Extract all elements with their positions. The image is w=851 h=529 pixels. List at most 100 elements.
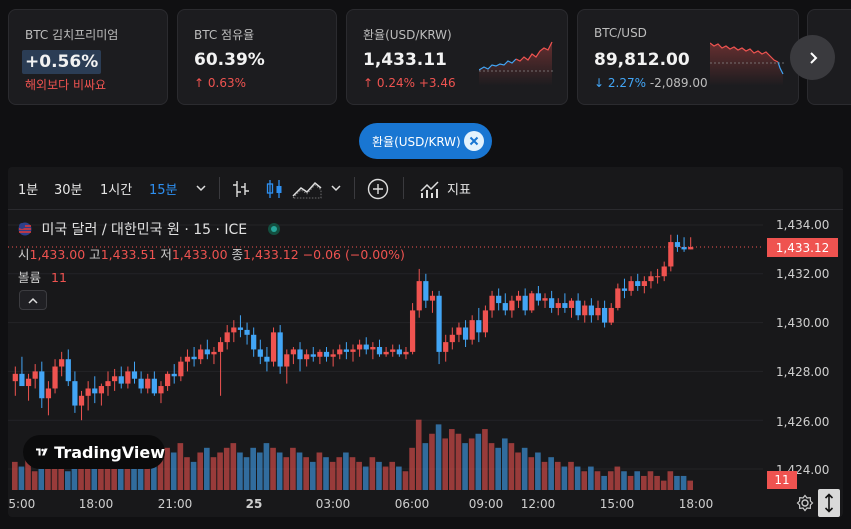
candle-body [270, 332, 277, 362]
candle-style-icon[interactable] [265, 179, 285, 199]
volume-bar [184, 457, 190, 490]
price-plot[interactable] [8, 210, 843, 490]
indicators-icon[interactable] [419, 178, 441, 200]
candle-body [330, 354, 336, 357]
interval-30m[interactable]: 30분 [54, 183, 83, 198]
candle-body [409, 310, 416, 352]
volume-bar [501, 438, 508, 490]
interval-1m[interactable]: 1분 [18, 183, 39, 198]
volume-bar [117, 466, 124, 490]
volume-bar [415, 419, 422, 490]
volume-bar [296, 452, 303, 490]
candle-body [608, 307, 614, 323]
candle-body [496, 295, 502, 304]
volume-bar [515, 452, 521, 490]
volume-bar [528, 457, 535, 490]
time-tick: 06:00 [394, 497, 430, 511]
card-btc-dominance[interactable]: BTC 점유율 60.39% ↑ 0.63% [177, 9, 337, 105]
candle-body [443, 342, 449, 352]
card-change-value: 2.27% [607, 76, 647, 90]
volume-bar [462, 443, 468, 490]
sparkline [479, 41, 553, 86]
candle-body [317, 351, 323, 357]
collapse-legend-button[interactable] [19, 290, 47, 310]
candle-body [535, 293, 542, 301]
volume-bar [508, 443, 515, 490]
volume-bar [389, 461, 396, 490]
close-icon [469, 136, 479, 146]
candle-body [118, 376, 124, 384]
next-cards-button[interactable] [790, 35, 835, 80]
tradingview-logo[interactable]: TradingView [23, 435, 165, 469]
time-tick: 25 [245, 497, 263, 511]
tradingview-chart[interactable]: 1분 30분 1시간 15분 지표 미국 달러 / 대한민국 원 · 15 · … [8, 167, 843, 517]
volume-bar [482, 429, 488, 490]
gear-icon[interactable] [796, 494, 814, 512]
candle-body [595, 307, 601, 316]
candle-body [641, 281, 647, 286]
chevron-down-icon[interactable] [331, 184, 341, 192]
last-price-label: 1,433.12 [767, 238, 838, 257]
bar-style-icon[interactable] [232, 179, 250, 199]
volume-bar [38, 457, 45, 490]
interval-1h[interactable]: 1시간 [100, 183, 133, 198]
volume-bar [276, 452, 283, 490]
volume-bar [422, 443, 429, 490]
indicator-label[interactable]: 지표 [447, 183, 471, 198]
volume-bar [535, 452, 541, 490]
candle-body [681, 246, 687, 250]
volume-bar [654, 475, 660, 490]
time-tick: 18:00 [78, 497, 114, 511]
candle-body [337, 349, 343, 355]
toolbar-divider [403, 177, 404, 199]
volume-bar [256, 452, 263, 490]
open-value: 1,433.00 [29, 247, 86, 262]
auto-scale-button[interactable] [818, 489, 840, 517]
chip-close-button[interactable] [464, 131, 484, 151]
card-diff: +3.46 [418, 76, 456, 90]
candle-body [85, 388, 91, 396]
volume-bar [64, 471, 71, 490]
volume-bar [316, 452, 323, 490]
time-tick: 03:00 [315, 497, 351, 511]
candle-body [429, 295, 436, 301]
card-kimchi-premium[interactable]: BTC 김치프리미엄 +0.56% 해외보다 비싸요 [8, 9, 168, 105]
candle-body [661, 266, 667, 277]
interval-15m[interactable]: 15분 [149, 183, 178, 198]
candle-body [416, 281, 422, 311]
card-change-value: 0.63% [207, 76, 247, 90]
candle-body [529, 293, 535, 311]
candle-body [628, 281, 634, 291]
candle-body [323, 351, 330, 357]
volume-bar [634, 471, 641, 490]
filter-chip[interactable]: 환율(USD/KRW) [359, 123, 492, 159]
symbol-legend: 미국 달러 / 대한민국 원 · 15 · ICE [18, 219, 280, 239]
card-usd-krw[interactable]: 환율(USD/KRW) 1,433.11 ↑ 0.24% +3.46 [346, 9, 568, 105]
volume-bar [18, 466, 25, 490]
chevron-down-icon[interactable] [196, 184, 206, 192]
area-style-icon[interactable] [292, 179, 322, 199]
candle-body [204, 349, 210, 355]
candle-body [390, 349, 396, 352]
candle-body [668, 242, 674, 267]
volume-bar [164, 447, 170, 490]
volume-bar [190, 461, 197, 490]
low-label: 저 [160, 247, 172, 262]
candle-body [469, 320, 475, 340]
volume-legend: 볼륨 11 [18, 267, 67, 286]
candle-body [164, 373, 171, 387]
volume-bar [137, 457, 144, 490]
volume-bar [621, 471, 627, 490]
close-value: 1,433.12 [243, 247, 299, 262]
candle-body [112, 376, 118, 382]
candle-body [436, 295, 442, 352]
candle-body [257, 349, 263, 357]
card-btc-usd[interactable]: BTC/USD 89,812.00 ↓ 2.27% -2,089.00 [577, 9, 799, 105]
volume-bar [402, 471, 409, 490]
add-indicator-icon[interactable] [367, 178, 389, 200]
volume-bar [84, 461, 91, 490]
volume-bar [283, 457, 290, 490]
card-value: +0.56% [22, 50, 102, 74]
price-tick: 1,432.00 [776, 267, 830, 281]
candle-body [284, 354, 290, 367]
